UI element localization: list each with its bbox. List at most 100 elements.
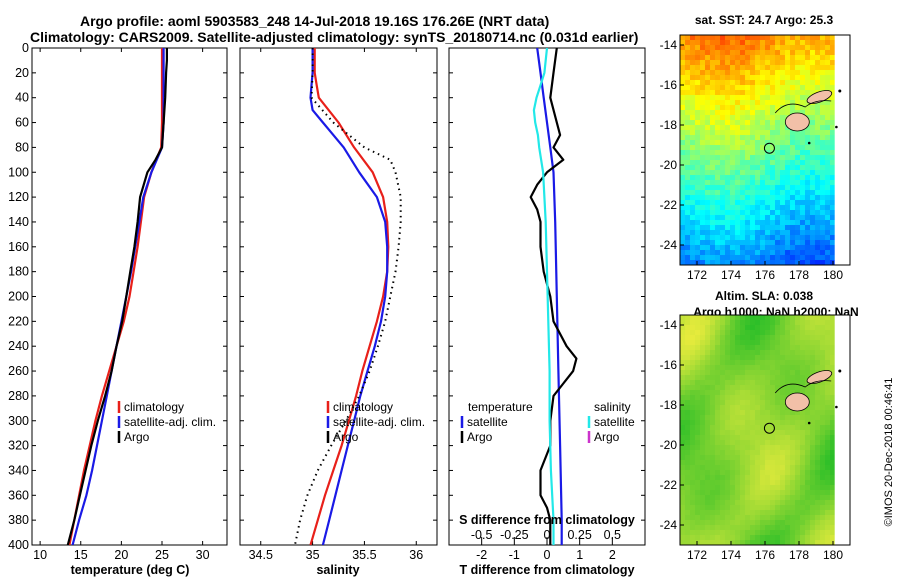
map-cell <box>795 135 801 141</box>
map-cell <box>785 80 791 86</box>
map-cell <box>735 460 741 466</box>
map-cell <box>780 220 786 226</box>
map-cell <box>755 335 761 341</box>
map-cell <box>765 315 771 321</box>
map-cell <box>710 505 716 511</box>
map-cell <box>710 220 716 226</box>
map-cell <box>810 170 816 176</box>
map-cell <box>745 95 751 101</box>
map-cell <box>745 240 751 246</box>
map-cell <box>810 335 816 341</box>
map-cell <box>705 425 711 431</box>
map-cell <box>770 480 776 486</box>
map-cell <box>805 340 811 346</box>
map-cell <box>750 405 756 411</box>
map-cell <box>800 470 806 476</box>
map-cell <box>790 60 796 66</box>
map-cell <box>775 475 781 481</box>
map-cell <box>735 190 741 196</box>
map-cell <box>705 450 711 456</box>
map-cell <box>780 460 786 466</box>
map-cell <box>760 220 766 226</box>
map-cell <box>695 325 701 331</box>
map-cell <box>745 400 751 406</box>
map-cell <box>695 120 701 126</box>
map-cell <box>765 460 771 466</box>
map-cell <box>780 495 786 501</box>
map-cell <box>760 345 766 351</box>
map-cell <box>820 515 826 521</box>
map-cell <box>680 165 686 171</box>
map-cell <box>815 135 821 141</box>
map-cell <box>785 140 791 146</box>
map-cell <box>830 500 836 506</box>
map-cell <box>810 35 816 41</box>
map-cell <box>735 130 741 136</box>
x-tick-label: 30 <box>196 548 210 562</box>
map-cell <box>830 115 836 121</box>
map-cell <box>755 190 761 196</box>
map-cell <box>770 375 776 381</box>
map-cell <box>800 450 806 456</box>
map-cell <box>710 350 716 356</box>
map-cell <box>780 390 786 396</box>
map-cell <box>735 260 741 265</box>
map-cell <box>740 510 746 516</box>
map-cell <box>685 440 691 446</box>
map-cell <box>705 200 711 206</box>
map-cell <box>730 200 736 206</box>
map-cell <box>745 415 751 421</box>
map-cell <box>770 195 776 201</box>
map-cell <box>730 395 736 401</box>
map-cell <box>780 450 786 456</box>
map-cell <box>715 400 721 406</box>
map-cell <box>695 330 701 336</box>
map-cell <box>720 260 726 265</box>
map-cell <box>705 405 711 411</box>
map-cell <box>685 355 691 361</box>
map-cell <box>730 190 736 196</box>
map-cell <box>825 330 831 336</box>
map-cell <box>690 50 696 56</box>
map-cell <box>805 140 811 146</box>
map-cell <box>705 520 711 526</box>
map-cell <box>690 370 696 376</box>
map-cell <box>790 380 796 386</box>
map-cell <box>710 85 716 91</box>
map-cell <box>740 365 746 371</box>
map-cell <box>800 455 806 461</box>
map-cell <box>750 510 756 516</box>
map-cell <box>805 60 811 66</box>
map-cell <box>770 360 776 366</box>
map-cell <box>715 445 721 451</box>
map-cell <box>770 60 776 66</box>
map-cell <box>780 240 786 246</box>
map-cell <box>735 35 741 41</box>
map-cell <box>750 120 756 126</box>
map-cell <box>800 340 806 346</box>
map-cell <box>785 230 791 236</box>
map-x-tick-label: 172 <box>687 268 707 282</box>
map-cell <box>745 50 751 56</box>
map-cell <box>730 240 736 246</box>
map-cell <box>765 445 771 451</box>
map-cell <box>735 55 741 61</box>
map-cell <box>745 60 751 66</box>
map-cell <box>755 235 761 241</box>
map-cell <box>800 515 806 521</box>
map-cell <box>765 60 771 66</box>
map-cell <box>745 105 751 111</box>
map-cell <box>790 40 796 46</box>
map-cell <box>760 420 766 426</box>
map-cell <box>775 105 781 111</box>
map-cell <box>810 355 816 361</box>
map-cell <box>705 120 711 126</box>
map-cell <box>750 400 756 406</box>
map-cell <box>775 520 781 526</box>
map-cell <box>765 195 771 201</box>
map-cell <box>785 440 791 446</box>
map-cell <box>730 90 736 96</box>
map-cell <box>780 120 786 126</box>
map-cell <box>760 215 766 221</box>
map-cell <box>770 170 776 176</box>
